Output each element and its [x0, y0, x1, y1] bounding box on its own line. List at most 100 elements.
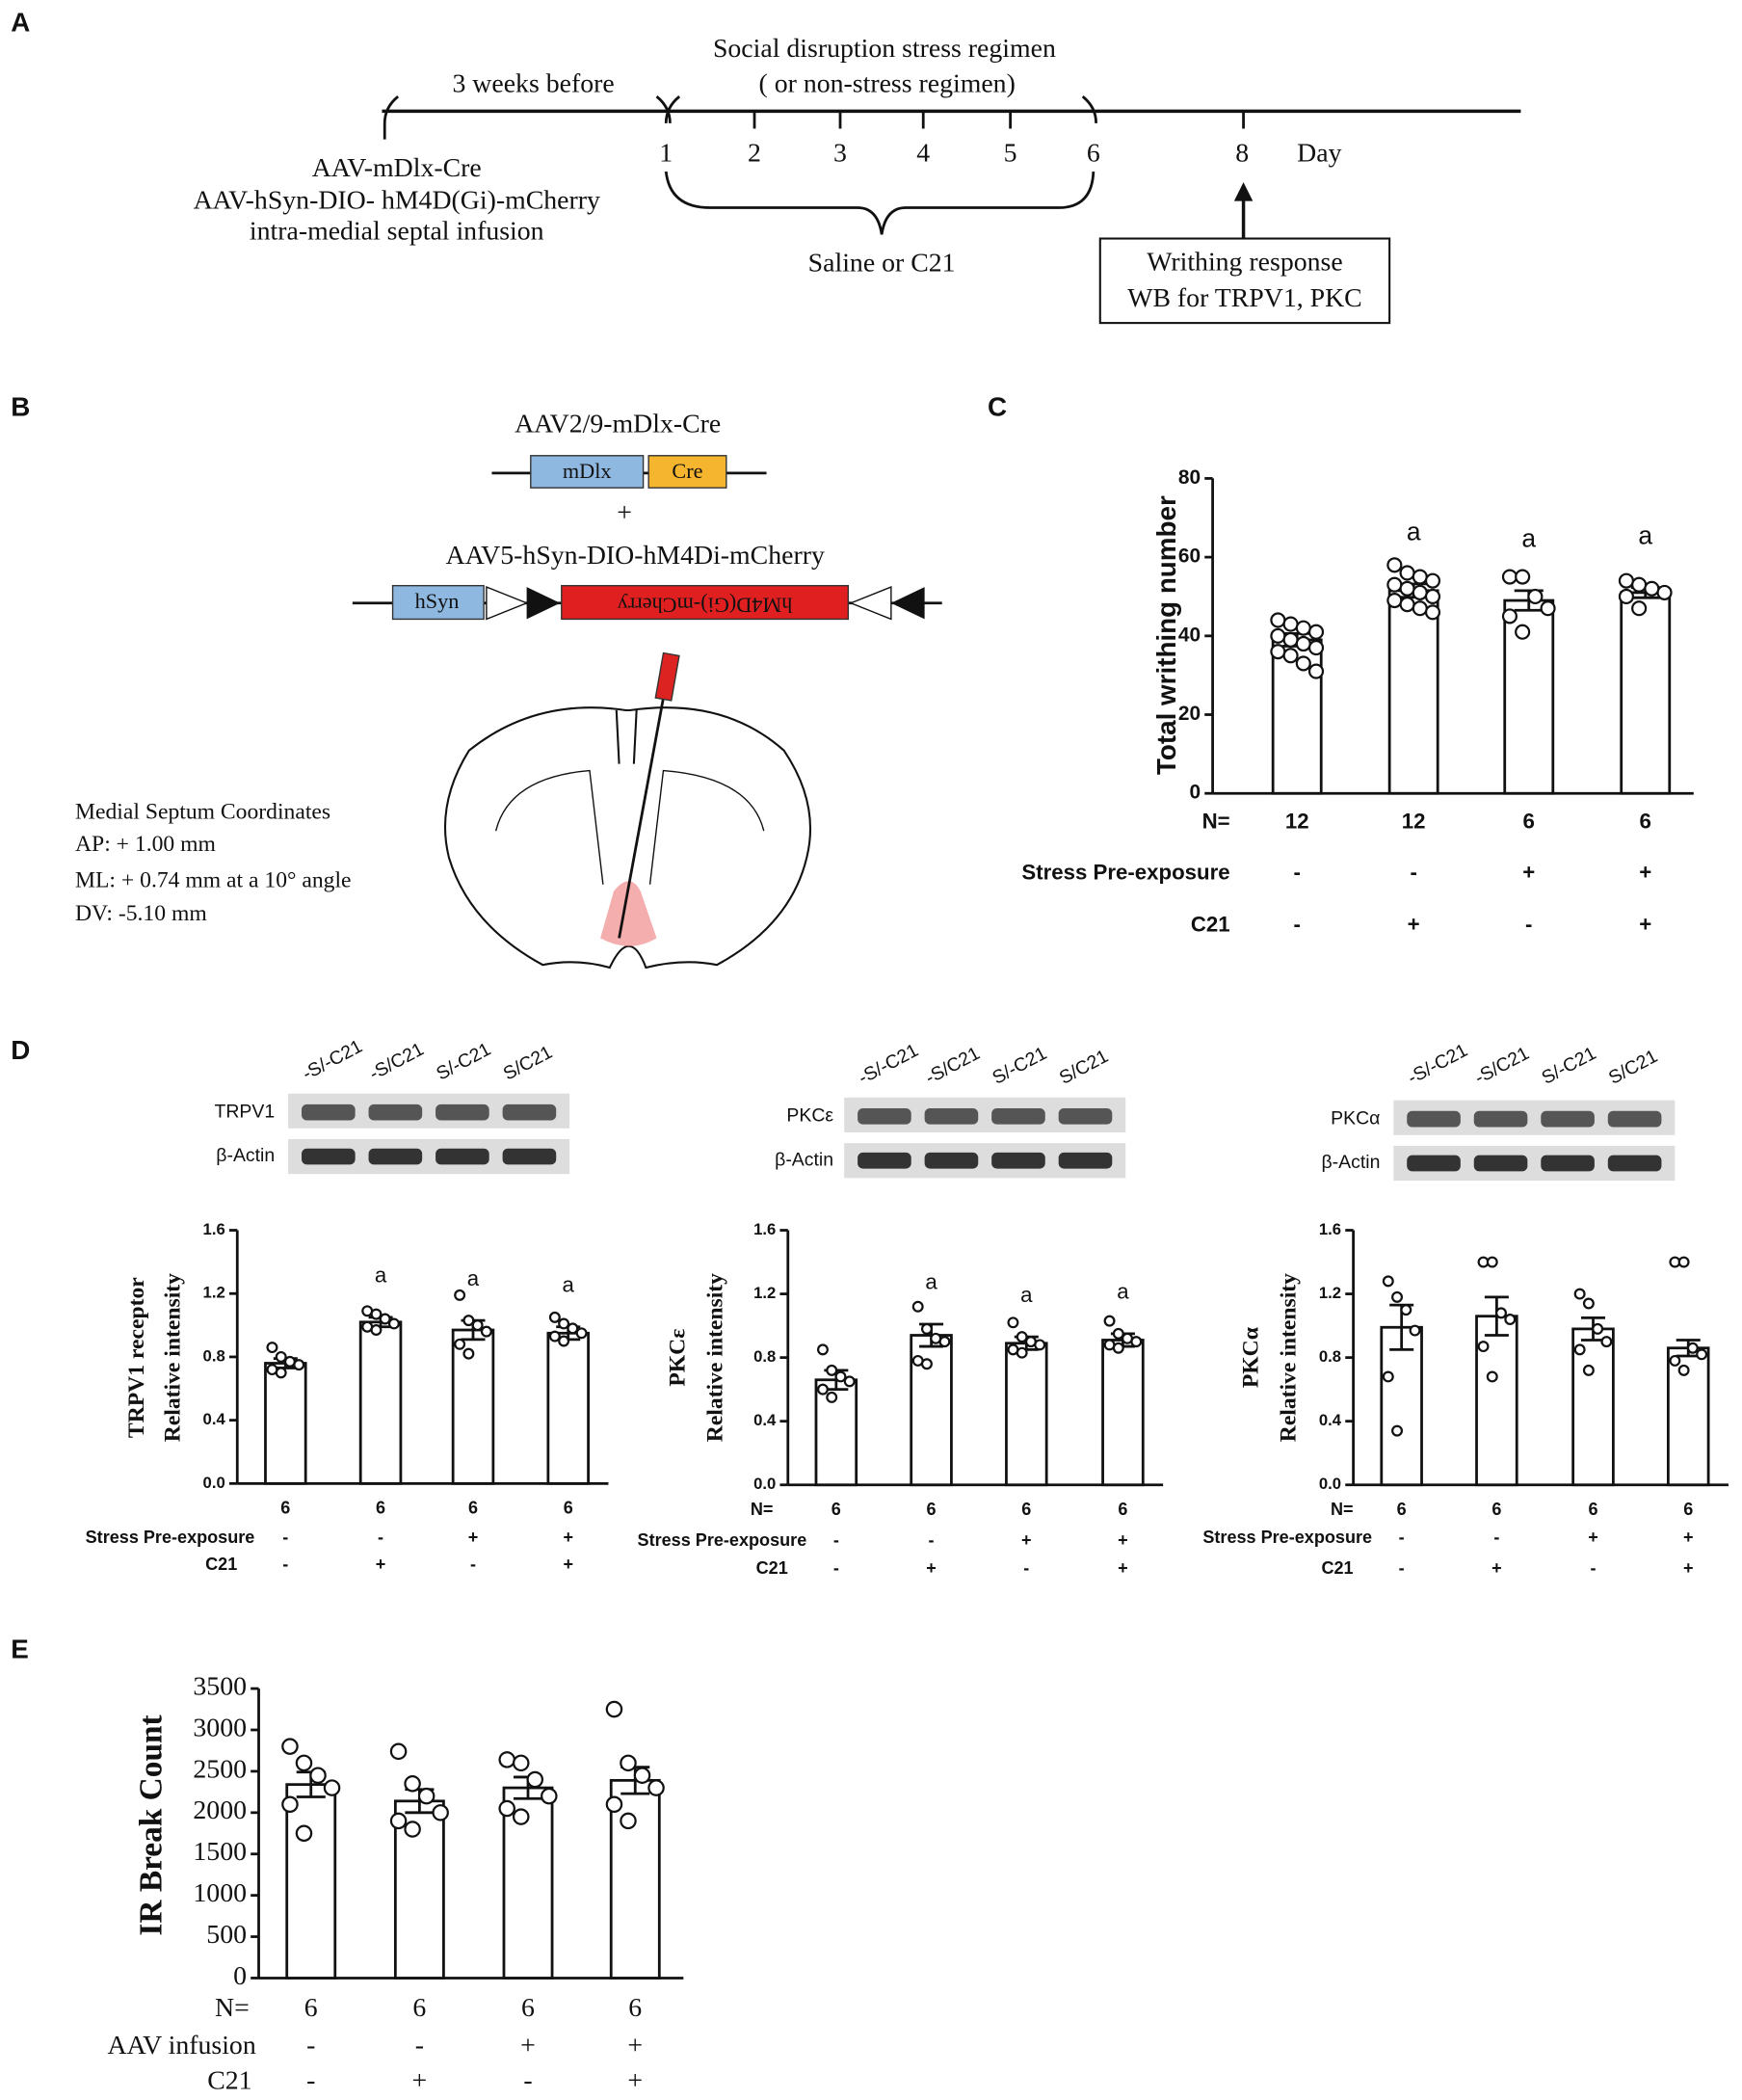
row-label: Stress Pre-exposure — [638, 1530, 807, 1550]
data-point — [575, 1327, 588, 1340]
data-point — [1644, 580, 1660, 597]
y-axis-label: Relative intensity — [703, 1273, 728, 1442]
lane-label: S/-C21 — [1538, 1043, 1599, 1089]
row-value: 6 — [521, 1993, 535, 2023]
row-value: + — [520, 2031, 536, 2060]
row-value: - — [1293, 861, 1300, 885]
data-point — [323, 1779, 341, 1796]
y-tick-label: 20 — [1178, 703, 1201, 725]
y-tick-label: 40 — [1178, 624, 1201, 646]
label: WB for TRPV1, PKC — [1127, 283, 1362, 313]
data-point — [1103, 1315, 1116, 1327]
data-point — [275, 1350, 287, 1363]
data-point — [1677, 1256, 1690, 1268]
data-point — [454, 1338, 466, 1350]
row-value: + — [1491, 1558, 1502, 1578]
row-value: + — [563, 1555, 573, 1574]
label: AAV2/9-mDlx-Cre — [515, 410, 721, 439]
data-point — [1515, 569, 1531, 585]
day: 2 — [748, 139, 761, 169]
data-point — [1515, 624, 1531, 640]
panel-label: E — [11, 1635, 29, 1664]
data-point — [480, 1325, 492, 1338]
element — [530, 455, 645, 489]
data-point — [1582, 1364, 1595, 1376]
y-tick-label: 2000 — [193, 1795, 247, 1825]
sig-label: a — [1407, 518, 1421, 546]
data-point — [1270, 627, 1286, 644]
day: 6 — [1087, 139, 1100, 169]
y-tick-label: 3500 — [193, 1671, 247, 1701]
data-point — [462, 1347, 475, 1360]
y-tick-label: 2500 — [193, 1754, 247, 1784]
box — [1098, 237, 1391, 325]
data-point — [295, 1754, 313, 1772]
bracket — [383, 95, 1098, 140]
lane-label: S/C21 — [1605, 1046, 1661, 1089]
bar — [546, 1331, 590, 1485]
row-label: N= — [1331, 1500, 1354, 1519]
data-point — [1656, 584, 1673, 600]
lane-label: -S/-C21 — [1404, 1040, 1471, 1089]
row-value: - — [306, 2031, 315, 2060]
row-value: - — [1525, 913, 1532, 937]
arrow — [1233, 182, 1254, 201]
row-value: 6 — [628, 1993, 642, 2023]
data-point — [1424, 604, 1441, 621]
lane-label: -S/C21 — [366, 1039, 428, 1085]
band — [1473, 1155, 1528, 1172]
lane-label: -S/-C21 — [855, 1040, 922, 1089]
panel-label: A — [11, 7, 30, 37]
data-point — [816, 1383, 829, 1396]
data-point — [1386, 557, 1403, 573]
band — [924, 1107, 979, 1125]
band — [436, 1103, 489, 1121]
row-value: + — [1118, 1530, 1128, 1550]
label: hSyn — [415, 589, 460, 613]
band — [1541, 1110, 1595, 1128]
y-tick-label: 1000 — [193, 1878, 247, 1908]
sig-label: a — [1638, 520, 1652, 549]
blots: -S/-C21 -S/C21 S/-C21 S/C21TRPV1β-Actin-S/-… — [214, 1036, 1676, 1182]
y-tick-label: 1.6 — [1319, 1220, 1341, 1238]
data-point — [1295, 655, 1311, 672]
data-point — [1631, 576, 1648, 593]
data-point — [558, 1317, 570, 1330]
data-point — [1007, 1316, 1019, 1329]
data-point — [379, 1313, 391, 1325]
bar — [1620, 591, 1672, 795]
sig-label: a — [925, 1270, 937, 1294]
label: mDlx — [563, 459, 612, 483]
data-point — [1677, 1364, 1690, 1376]
data-point — [1307, 640, 1325, 656]
row-value: - — [1023, 1558, 1029, 1578]
y-tick-label: 0.0 — [753, 1475, 776, 1493]
y-tick-label: 0 — [233, 1961, 247, 1991]
data-point — [417, 1787, 436, 1805]
y-tick-label: 0.4 — [1319, 1411, 1342, 1429]
data-point — [1386, 576, 1403, 593]
data-point — [1391, 1424, 1404, 1437]
row-value: - — [378, 1528, 383, 1547]
row-label: C21 — [205, 1555, 237, 1574]
data-point — [620, 1812, 637, 1830]
data-point — [1295, 635, 1311, 652]
row-label: N= — [1202, 810, 1230, 834]
data-point — [1400, 1304, 1412, 1316]
row-value: + — [1683, 1558, 1694, 1578]
lane-label: -S/-C21 — [299, 1036, 366, 1085]
row-value: - — [1410, 861, 1416, 885]
data-point — [432, 1804, 449, 1821]
bar — [1005, 1342, 1048, 1487]
row-value: - — [282, 1555, 288, 1574]
row-value: 6 — [564, 1499, 573, 1518]
data-point — [1412, 584, 1428, 600]
bar — [1387, 589, 1439, 795]
timeline: 3 weeks before Social disruption stress … — [194, 34, 1521, 325]
label: Medial Septum Coordinates — [75, 799, 330, 824]
data-point — [1501, 608, 1518, 625]
data-point — [1307, 624, 1325, 640]
row-value: - — [470, 1555, 476, 1574]
data-point — [281, 1795, 299, 1814]
row-value: - — [1399, 1558, 1405, 1578]
